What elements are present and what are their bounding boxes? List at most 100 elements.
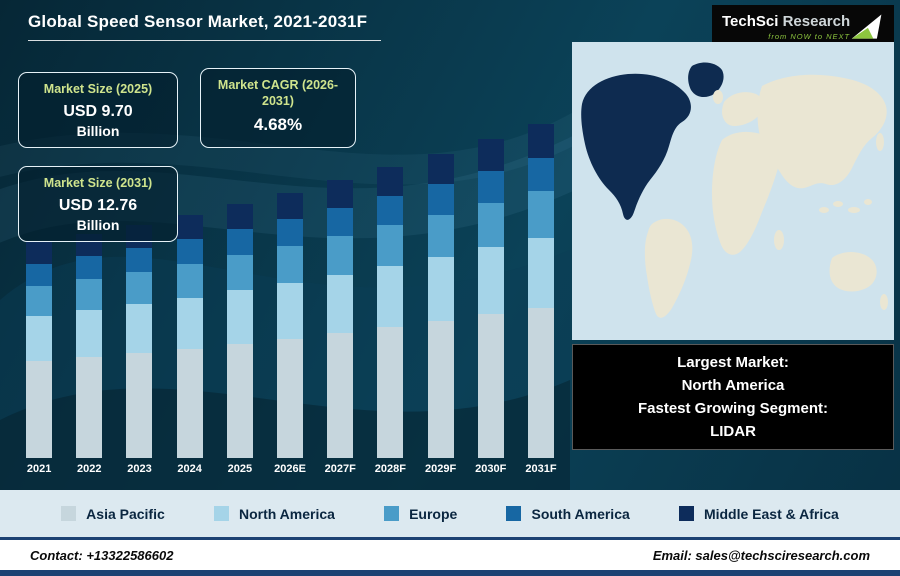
chart-legend: Asia Pacific North America Europe South Ame… bbox=[0, 490, 900, 537]
legend-item-middle-east-africa: Middle East & Africa bbox=[678, 505, 839, 522]
legend-swatch-icon bbox=[678, 506, 694, 521]
bar-segment-europe bbox=[76, 278, 103, 311]
bar-stack bbox=[327, 180, 354, 458]
bar-segment-asia-pacific bbox=[126, 353, 153, 458]
stat-card-market-size-2031: Market Size (2031) USD 12.76 Billion bbox=[18, 166, 178, 242]
bar-segment-middle-east-africa bbox=[427, 153, 454, 185]
bar-column-2029f: 2029F bbox=[416, 118, 466, 478]
bar-label: 2025 bbox=[227, 463, 253, 475]
bar-segment-south-america bbox=[477, 170, 504, 203]
bar-segment-europe bbox=[427, 214, 454, 258]
bar-segment-asia-pacific bbox=[277, 338, 304, 458]
bar-segment-asia-pacific bbox=[226, 343, 253, 458]
bar-label: 2029F bbox=[424, 463, 457, 475]
bar-segment-south-america bbox=[327, 208, 354, 236]
stat-value: USD 9.70 bbox=[63, 102, 133, 120]
legend-label: Europe bbox=[409, 505, 458, 522]
map-australia bbox=[829, 252, 877, 292]
bar-segment-asia-pacific bbox=[76, 357, 103, 458]
bar-stack bbox=[527, 124, 554, 458]
bar-stack bbox=[226, 204, 253, 458]
bar-stack bbox=[477, 139, 504, 458]
stat-label: Market CAGR (2026-2031) bbox=[217, 78, 339, 108]
bar-segment-north-america bbox=[527, 237, 554, 308]
bar-segment-south-america bbox=[176, 239, 203, 264]
bar-segment-north-america bbox=[226, 290, 253, 344]
bar-stack bbox=[176, 215, 203, 458]
bar-segment-south-america bbox=[377, 196, 404, 226]
bar-column-2026e: 2026E bbox=[265, 118, 315, 478]
stat-unit: Billion bbox=[76, 216, 120, 233]
stat-label: Market Size (2025) bbox=[43, 82, 153, 96]
bar-segment-middle-east-africa bbox=[327, 180, 354, 209]
bar-segment-south-america bbox=[427, 184, 454, 215]
legend-label: South America bbox=[531, 505, 630, 522]
map-island bbox=[864, 199, 872, 205]
map-island bbox=[848, 207, 860, 213]
world-map bbox=[572, 42, 894, 340]
bar-label: 2021 bbox=[26, 463, 52, 475]
map-island bbox=[833, 201, 843, 207]
brand-logo: TechSci Research from NOW to NEXT bbox=[712, 5, 894, 48]
map-new-zealand bbox=[880, 294, 888, 310]
footer-contact: Contact: +13322586602 bbox=[30, 547, 174, 563]
bar-label: 2022 bbox=[77, 463, 102, 475]
footer-email: Email: sales@techsciresearch.com bbox=[652, 547, 870, 563]
bar-segment-asia-pacific bbox=[327, 333, 354, 458]
bar-segment-europe bbox=[226, 254, 253, 291]
bar-column-2021: 2021 bbox=[14, 118, 64, 478]
bar-segment-middle-east-africa bbox=[26, 242, 53, 264]
brand-tagline: from NOW to NEXT bbox=[768, 31, 851, 41]
legend-swatch-icon bbox=[61, 506, 77, 521]
bar-segment-asia-pacific bbox=[477, 314, 504, 458]
map-madagascar bbox=[774, 230, 784, 250]
map-island bbox=[819, 207, 829, 213]
map-united-kingdom bbox=[713, 90, 723, 104]
map-greenland bbox=[688, 62, 724, 98]
bar-stack bbox=[427, 153, 454, 458]
market-callout: Largest Market: North America Fastest Gr… bbox=[572, 344, 894, 450]
bar-segment-middle-east-africa bbox=[226, 204, 253, 230]
bar-segment-south-america bbox=[226, 229, 253, 255]
bar-column-2024: 2024 bbox=[165, 118, 215, 478]
legend-label: Middle East & Africa bbox=[703, 505, 839, 522]
page-title: Global Speed Sensor Market, 2021-2031F bbox=[28, 12, 382, 41]
stat-value: USD 12.76 bbox=[58, 196, 138, 214]
legend-swatch-icon bbox=[384, 506, 400, 521]
bar-segment-north-america bbox=[427, 257, 454, 321]
map-japan bbox=[876, 133, 884, 151]
bar-segment-europe bbox=[477, 202, 504, 248]
bar-segment-asia-pacific bbox=[527, 307, 554, 458]
bar-segment-europe bbox=[176, 263, 203, 298]
bar-column-2025: 2025 bbox=[215, 118, 265, 478]
bar-segment-middle-east-africa bbox=[277, 192, 304, 220]
bar-segment-south-america bbox=[76, 256, 103, 279]
brand-name: TechSci Research bbox=[722, 13, 850, 30]
stat-card-market-cagr: Market CAGR (2026-2031) 4.68% bbox=[200, 68, 356, 148]
bar-segment-europe bbox=[26, 285, 53, 316]
bar-stack bbox=[26, 242, 53, 458]
map-south-america bbox=[644, 218, 693, 318]
footer-bottom-stripe bbox=[0, 570, 900, 576]
bar-segment-europe bbox=[327, 235, 354, 275]
legend-item-north-america: North America bbox=[213, 506, 335, 522]
bar-column-2030f: 2030F bbox=[466, 118, 516, 478]
bar-segment-asia-pacific bbox=[176, 348, 203, 458]
bar-segment-north-america bbox=[327, 274, 354, 333]
stat-label: Market Size (2031) bbox=[43, 176, 153, 190]
bar-segment-europe bbox=[377, 225, 404, 267]
bar-label: 2024 bbox=[177, 463, 202, 475]
brand-logo-text: TechSci Research from NOW to NEXT bbox=[722, 13, 850, 41]
bar-segment-south-america bbox=[277, 219, 304, 246]
map-africa bbox=[712, 131, 780, 255]
brand-name-secondary: Research bbox=[782, 12, 851, 30]
stat-unit: Billion bbox=[76, 122, 120, 139]
stat-value: 4.68% bbox=[253, 115, 303, 135]
legend-label: Asia Pacific bbox=[86, 505, 165, 522]
bar-stack bbox=[377, 167, 404, 458]
bar-label: 2026E bbox=[274, 463, 306, 475]
bar-segment-south-america bbox=[527, 157, 554, 192]
bar-label: 2030F bbox=[475, 463, 507, 475]
stacked-bar-chart: 2021 2022 2023 2024 2025 2026E 2027F 2028F 2029F… bbox=[14, 118, 566, 478]
